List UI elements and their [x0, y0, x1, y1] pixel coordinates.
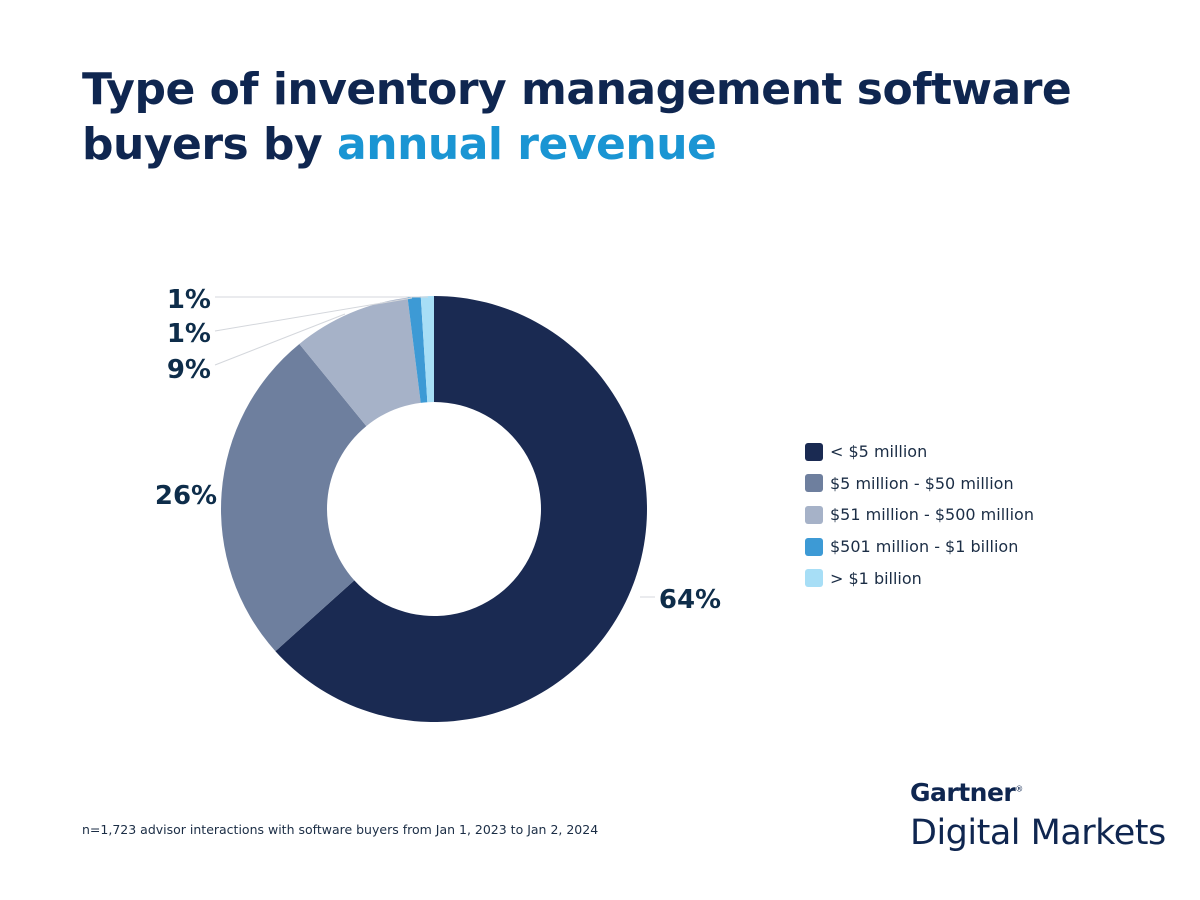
- data-label: 26%: [155, 481, 217, 511]
- legend: < $5 million $5 million - $50 million $5…: [805, 436, 1034, 594]
- legend-label: $5 million - $50 million: [830, 473, 1014, 493]
- title-highlight: annual revenue: [337, 119, 717, 170]
- legend-item: > $1 billion: [805, 562, 1034, 594]
- legend-swatch: [805, 505, 823, 524]
- data-label: 1%: [167, 285, 211, 315]
- gartner-logo: Gartner® Digital Markets: [910, 778, 1166, 853]
- legend-swatch: [805, 442, 823, 461]
- legend-label: < $5 million: [830, 442, 928, 462]
- data-label: 9%: [167, 355, 211, 385]
- donut-slice: [407, 296, 428, 403]
- legend-label: > $1 billion: [830, 568, 922, 588]
- legend-swatch: [805, 569, 823, 588]
- donut-slice: [299, 297, 421, 427]
- logo-product: Digital Markets: [910, 813, 1166, 853]
- legend-swatch: [805, 474, 823, 493]
- legend-item: < $5 million: [805, 436, 1034, 468]
- data-label: 64%: [659, 585, 721, 615]
- legend-item: $5 million - $50 million: [805, 468, 1034, 500]
- donut-slice: [420, 296, 434, 403]
- legend-item: $51 million - $500 million: [805, 499, 1034, 531]
- leader-line: [214, 297, 413, 332]
- title-main: Type of inventory management software bu…: [82, 64, 1072, 170]
- legend-swatch: [805, 537, 823, 556]
- leader-line: [214, 313, 346, 366]
- logo-brand: Gartner®: [910, 778, 1023, 807]
- sample-note: n=1,723 advisor interactions with softwa…: [82, 822, 599, 837]
- legend-label: $51 million - $500 million: [830, 505, 1034, 525]
- donut-slice: [220, 343, 367, 652]
- chart-title: Type of inventory management software bu…: [82, 62, 1200, 172]
- data-label: 1%: [167, 319, 211, 349]
- legend-label: $501 million - $1 billion: [830, 537, 1019, 557]
- donut-slice: [275, 296, 648, 722]
- legend-item: $501 million - $1 billion: [805, 531, 1034, 563]
